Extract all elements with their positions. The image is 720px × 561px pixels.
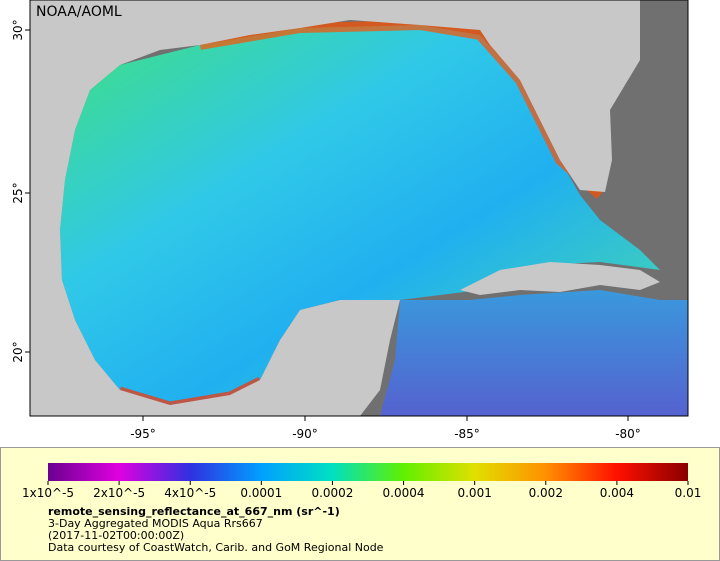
lon-tick-label: -95° — [130, 427, 156, 441]
lat-tick-label: 30° — [11, 19, 25, 40]
land — [480, 0, 640, 192]
lon-tick-label: -90° — [292, 427, 318, 441]
variable-name: remote_sensing_reflectance_at_667_nm (sr… — [48, 505, 340, 518]
land — [30, 0, 480, 416]
map-frame — [29, 0, 689, 417]
land — [460, 262, 660, 295]
lat-tick-label: 20° — [11, 341, 25, 362]
colorbar-label: 0.01 — [675, 486, 702, 500]
colorbar-label: 0.0004 — [383, 486, 425, 500]
lon-tick-label: -80° — [615, 427, 641, 441]
lon-tick-label: -85° — [454, 427, 480, 441]
caption-line: (2017-11-02T00:00:00Z) — [48, 529, 184, 542]
colorbar-label: 0.0001 — [240, 486, 282, 500]
caribbean-water — [380, 290, 688, 416]
colorbar — [48, 463, 688, 481]
colorbar-label: 0.004 — [600, 486, 634, 500]
colorbar-label: 0.0002 — [311, 486, 353, 500]
colorbar-label: 0.001 — [457, 486, 491, 500]
caption-line: Data courtesy of CoastWatch, Carib. and … — [48, 541, 384, 554]
colorbar-label: 4x10^-5 — [164, 486, 216, 500]
colorbar-label: 1x10^-5 — [22, 486, 74, 500]
caption-line: 3-Day Aggregated MODIS Aqua Rrs667 — [48, 517, 263, 530]
colorbar-label: 0.002 — [529, 486, 563, 500]
lat-tick-label: 25° — [11, 182, 25, 203]
colorbar-label: 2x10^-5 — [93, 486, 145, 500]
watermark: NOAA/AOML — [36, 4, 122, 20]
gulf-water — [60, 25, 660, 405]
